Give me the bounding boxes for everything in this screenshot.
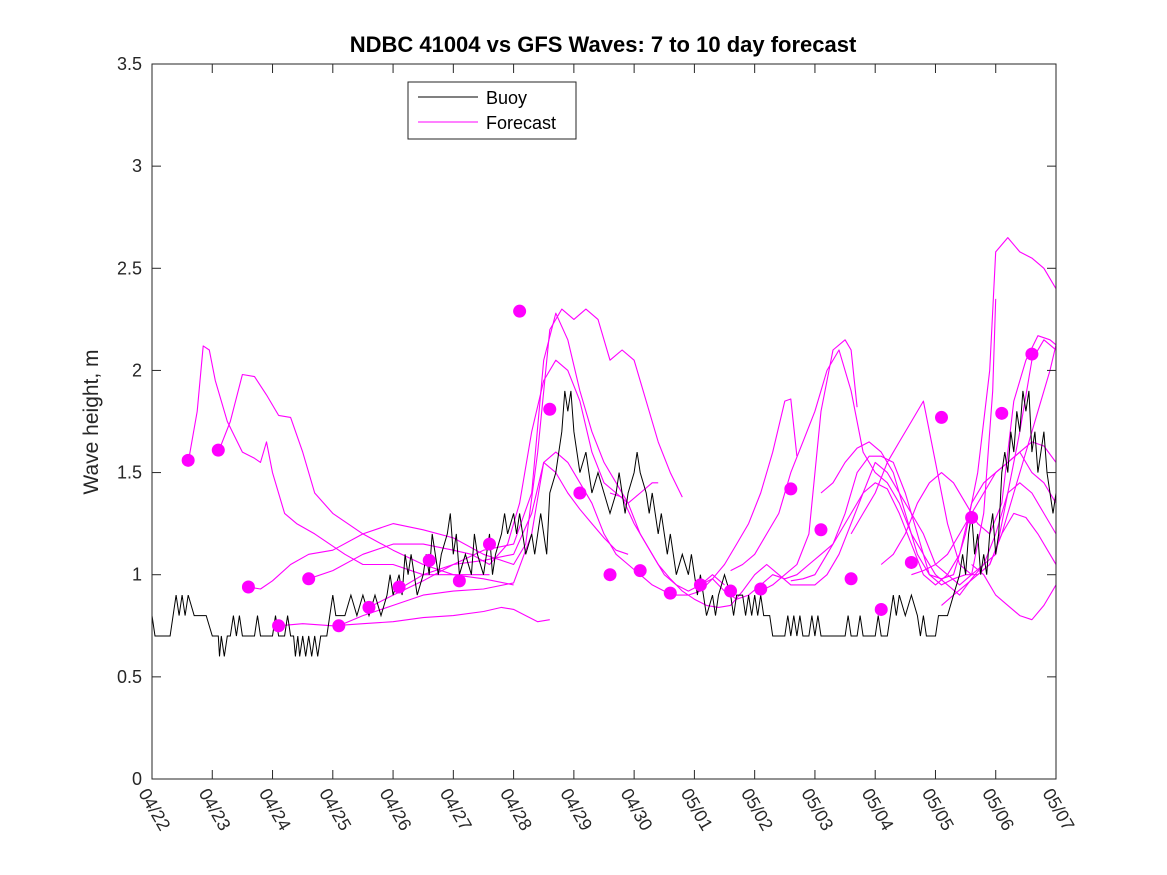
forecast-marker [965, 511, 979, 525]
forecast-marker [302, 572, 316, 586]
forecast-marker [904, 555, 918, 569]
forecast-marker [272, 619, 286, 633]
forecast-line [971, 564, 1056, 621]
legend-buoy-label: Buoy [486, 88, 527, 108]
forecast-line [850, 339, 1056, 576]
buoy-line-group [152, 390, 1056, 657]
y-tick-label: 1.5 [117, 463, 142, 483]
forecast-marker [874, 602, 888, 616]
forecast-line [609, 298, 997, 608]
forecast-line [700, 455, 1056, 600]
forecast-line [368, 312, 725, 608]
forecast-marker [422, 553, 436, 567]
y-tick-label: 1 [132, 565, 142, 585]
forecast-marker [754, 582, 768, 596]
forecast-marker [392, 580, 406, 594]
forecast-marker [844, 572, 858, 586]
forecast-marker [784, 482, 798, 496]
legend-forecast-label: Forecast [486, 113, 556, 133]
y-axis-label: Wave height, m [80, 349, 103, 494]
forecast-line [248, 308, 683, 590]
forecast-line [338, 461, 629, 627]
forecast-line [880, 335, 1056, 565]
forecast-markers [181, 304, 1039, 633]
y-tick-label: 0.5 [117, 667, 142, 687]
forecast-marker [241, 580, 255, 594]
forecast-marker [332, 619, 346, 633]
forecast-line [760, 339, 858, 592]
legend-box [407, 81, 577, 140]
chart-title: NDBC 41004 vs GFS Waves: 7 to 10 day for… [350, 32, 857, 57]
forecast-lines [187, 237, 1056, 627]
forecast-marker [934, 410, 948, 424]
forecast-line [820, 237, 1056, 580]
forecast-marker [211, 443, 225, 457]
legend: Buoy Forecast [407, 81, 577, 140]
forecast-marker [543, 402, 557, 416]
forecast-marker [181, 453, 195, 467]
forecast-marker [724, 584, 738, 598]
plot-area-frame [151, 63, 1057, 780]
forecast-line [941, 342, 1056, 606]
forecast-marker [995, 406, 1009, 420]
forecast-marker [663, 586, 677, 600]
forecast-marker [633, 564, 647, 578]
y-axis-ticks: 0 0.5 1 1.5 2 2.5 3 3.5 [117, 54, 1056, 789]
forecast-marker [693, 578, 707, 592]
forecast-marker [603, 568, 617, 582]
y-tick-label: 3.5 [117, 54, 142, 74]
y-tick-label: 3 [132, 156, 142, 176]
forecast-marker [362, 600, 376, 614]
buoy-line [152, 390, 1056, 657]
forecast-marker [1025, 347, 1039, 361]
forecast-marker [482, 537, 496, 551]
forecast-line [911, 441, 1056, 576]
forecast-line [187, 345, 490, 576]
forecast-marker [452, 574, 466, 588]
y-tick-label: 0 [132, 769, 142, 789]
forecast-marker [513, 304, 527, 318]
forecast-marker [573, 486, 587, 500]
forecast-marker [814, 523, 828, 537]
y-tick-label: 2 [132, 360, 142, 380]
y-tick-label: 2.5 [117, 258, 142, 278]
